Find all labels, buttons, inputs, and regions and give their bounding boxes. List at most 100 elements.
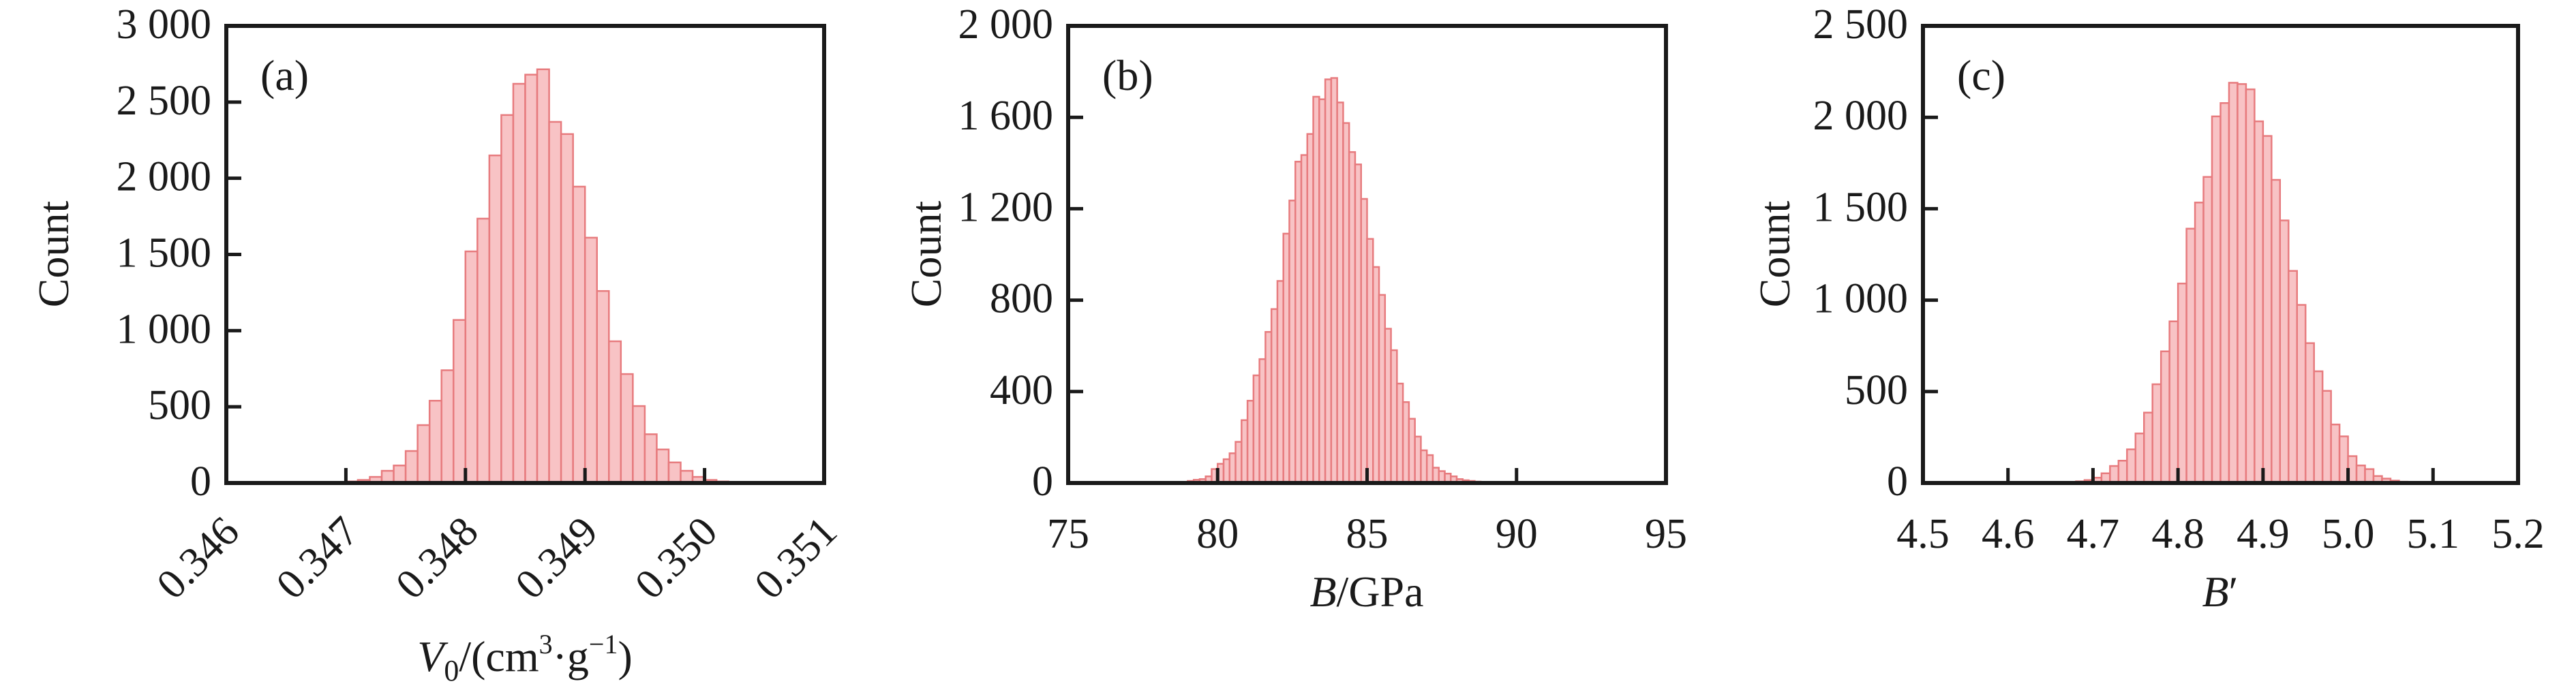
histogram-bar [1408, 418, 1416, 484]
histogram-bar [1241, 419, 1249, 484]
x-tick-label: 4.8 [2151, 511, 2204, 557]
histogram-bar [2262, 135, 2273, 484]
x-tick-label: 80 [1196, 511, 1239, 557]
y-tick-label: 2 500 [1813, 1, 1909, 48]
panel-label-b: (b) [1102, 51, 1153, 99]
histogram-bar [1425, 454, 1434, 484]
x-tick-label: 0.348 [387, 508, 487, 608]
histogram-bar [2237, 83, 2247, 484]
histogram-bar [2228, 82, 2239, 484]
histogram-bar [1246, 399, 1255, 484]
x-title-rest: ′ [2229, 567, 2239, 616]
x-tick-label: 85 [1346, 511, 1389, 557]
histogram-bar [1401, 401, 1410, 484]
y-tick-label: 1 000 [1813, 276, 1909, 322]
x-tick-label: 4.5 [1896, 511, 1950, 557]
y-tick-label: 1 500 [117, 230, 212, 277]
histogram-bar [1360, 198, 1368, 484]
y-tick-label: 0 [1032, 458, 1053, 505]
y-tick-label: 1 600 [958, 93, 1054, 139]
histogram-bar [2304, 342, 2315, 484]
histogram-bar [440, 369, 455, 484]
x-tick-label: 0.346 [148, 508, 248, 608]
x-title-rest: /GPa [1337, 567, 1424, 616]
histogram-bar [1390, 349, 1398, 484]
panel-b-bulk-modulus-histogram: (b) Count B/GPa 75 80 85 90 95 0 400 800 1 200 1 … [902, 1, 1687, 616]
histogram-bar [2245, 88, 2256, 484]
x-title-mid: ·g [553, 632, 589, 681]
y-tick-label: 1 500 [1813, 184, 1909, 230]
x-title-sup2: −1 [589, 629, 618, 659]
histogram-bar [1384, 328, 1392, 484]
histogram-bar [2364, 468, 2375, 484]
histogram-bar [608, 340, 622, 484]
histogram-bar [1228, 452, 1237, 484]
x-tick-label: 5.1 [2407, 511, 2460, 557]
histogram-bar [1294, 161, 1303, 484]
y-tick-label: 500 [1845, 367, 1908, 414]
y-axis-title-a: Count [29, 201, 78, 308]
y-axis-title-b: Count [902, 201, 950, 308]
x-tick-label: 0.349 [506, 508, 607, 608]
histogram-bar [2219, 102, 2230, 484]
panel-label-c: (c) [1957, 51, 2005, 99]
histogram-bar [464, 250, 479, 484]
x-title-var: B [1309, 567, 1336, 616]
histogram-bar [2168, 320, 2179, 484]
histogram-bar [667, 461, 682, 484]
x-tick-label: 0.351 [746, 508, 846, 608]
y-tick-label: 2 000 [117, 154, 212, 200]
histogram-bar [512, 82, 526, 484]
histogram-bar [2109, 465, 2120, 484]
x-tick-label: 4.7 [2067, 511, 2120, 557]
x-title-var: B [2202, 567, 2228, 616]
histogram-bar [1420, 449, 1428, 484]
histogram-bar [500, 114, 515, 484]
y-tick-label: 3 000 [117, 1, 212, 48]
histogram-bar [476, 217, 491, 484]
histogram-bar [1414, 435, 1422, 484]
y-tick-label: 1 200 [958, 184, 1054, 230]
x-axis-title-b: B/GPa [1309, 567, 1423, 616]
histogram-bar [2160, 350, 2170, 484]
histogram-bar [2177, 282, 2187, 484]
histogram-bar [2211, 115, 2222, 484]
panel-a-v0-histogram: (a) Count V0/(cm3·g−1) 0.346 0.347 0.348 0.… [29, 1, 846, 686]
histogram-bar [1222, 458, 1231, 484]
histogram-bar [393, 465, 407, 484]
histogram-bar [1312, 95, 1320, 484]
histogram-bar [1282, 232, 1290, 484]
x-tick-label: 4.9 [2237, 511, 2290, 557]
histogram-bar [1258, 358, 1267, 484]
histogram-bar [2271, 178, 2282, 484]
histogram-bar [2321, 390, 2332, 484]
x-axis-title-c: B′ [2202, 567, 2238, 616]
histogram-bar [548, 121, 562, 484]
histogram-bar [1342, 122, 1350, 484]
y-tick-label: 800 [990, 276, 1053, 322]
x-title-sub: 0 [444, 654, 459, 686]
y-tick-label: 0 [190, 458, 211, 505]
x-title-sup1: 3 [539, 629, 553, 659]
histogram-bar [2288, 270, 2298, 484]
histogram-bar [560, 133, 574, 484]
histogram-bar [2134, 433, 2145, 484]
histogram-bar [2313, 370, 2324, 484]
histogram-bar [1354, 163, 1362, 484]
histogram-bar [416, 424, 431, 484]
histogram-bar [1306, 133, 1314, 484]
histogram-bar [572, 185, 586, 484]
x-tick-label: 0.350 [626, 508, 727, 608]
x-title-rest: /(cm [459, 632, 539, 681]
histogram-bar [404, 450, 419, 484]
histogram-bar [1318, 98, 1327, 484]
y-tick-label: 2 000 [958, 1, 1054, 48]
bars-a [345, 68, 742, 484]
histogram-bar [2143, 411, 2153, 484]
histogram-bar [1276, 280, 1284, 484]
y-tick-label: 400 [990, 367, 1053, 414]
y-tick-label: 1 000 [117, 306, 212, 352]
x-tick-label: 0.347 [268, 508, 368, 608]
plot-frame-c [1921, 24, 2520, 485]
